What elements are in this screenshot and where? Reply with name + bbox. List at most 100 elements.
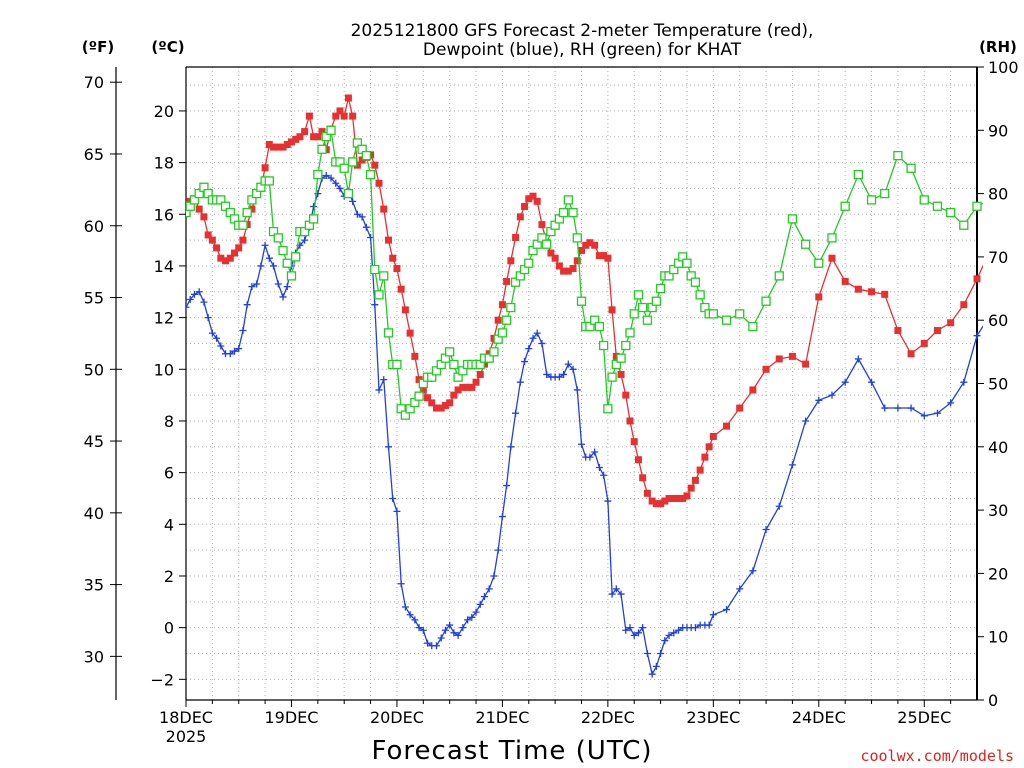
temperature-point xyxy=(292,135,300,143)
celsius-tick-label: 10 xyxy=(154,360,174,379)
dewpoint-point xyxy=(217,342,225,350)
dewpoint-point xyxy=(670,629,678,637)
temperature-point xyxy=(617,370,625,378)
temperature-point xyxy=(600,252,608,260)
temperature-point xyxy=(788,352,796,360)
rh-point xyxy=(708,309,718,319)
dewpoint-point xyxy=(947,399,955,407)
temperature-point xyxy=(389,254,397,262)
dewpoint-point xyxy=(665,631,673,639)
dewpoint-point xyxy=(190,290,198,298)
temperature-point xyxy=(775,355,783,363)
temperature-point xyxy=(419,386,427,394)
dewpoint-point xyxy=(586,453,594,461)
dewpoint-point xyxy=(401,603,409,611)
temperature-point xyxy=(841,277,849,285)
temperature-point xyxy=(933,327,941,335)
temperature-point xyxy=(472,378,480,386)
rh-point xyxy=(919,195,929,205)
dewpoint-point xyxy=(608,590,616,598)
temperature-point xyxy=(828,254,836,262)
rh-point xyxy=(690,277,701,287)
dewpoint-point xyxy=(384,443,392,451)
x-tick-label: 25DEC xyxy=(897,708,951,727)
fahrenheit-tick-label: 55 xyxy=(84,289,104,308)
dewpoint-point xyxy=(301,236,309,244)
rh-point xyxy=(664,271,674,281)
fahrenheit-tick-label: 40 xyxy=(84,504,104,523)
rh-point xyxy=(392,359,402,370)
rh-point xyxy=(906,163,916,173)
rh-point xyxy=(590,315,600,325)
rh-point xyxy=(453,372,463,382)
rh-point xyxy=(510,277,521,287)
temperature-point xyxy=(287,138,295,146)
dewpoint-point xyxy=(723,606,731,614)
temperature-point xyxy=(648,497,656,505)
temperature-point xyxy=(301,128,309,136)
temperature-point xyxy=(749,386,757,394)
temperature-point xyxy=(675,494,683,502)
temperature-point xyxy=(762,365,770,373)
temperature-point xyxy=(564,267,572,275)
rh-point xyxy=(374,290,384,300)
temperature-point xyxy=(428,399,436,407)
rh-tick-label: 0 xyxy=(988,691,998,710)
dewpoint-point xyxy=(415,624,423,632)
rh-point xyxy=(194,188,204,199)
dewpoint-point xyxy=(397,580,405,588)
rh-point xyxy=(611,359,621,370)
temperature-point xyxy=(547,249,555,257)
rh-point xyxy=(449,359,459,370)
temperature-point xyxy=(591,241,599,249)
temperature-point xyxy=(529,192,537,200)
rh-point xyxy=(484,353,494,363)
dewpoint-point xyxy=(454,631,462,639)
temperature-point xyxy=(213,244,221,252)
dewpoint-point xyxy=(336,184,344,192)
rh-point xyxy=(379,271,389,281)
celsius-tick-label: 8 xyxy=(164,412,174,431)
dewpoint-point xyxy=(327,174,335,182)
dewpoint-point xyxy=(736,585,744,593)
fahrenheit-tick-label: 50 xyxy=(84,360,104,379)
rh-point xyxy=(721,315,732,325)
dewpoint-point xyxy=(933,409,941,417)
temperature-point xyxy=(652,500,660,508)
temperature-point xyxy=(512,234,520,242)
dewpoint-point xyxy=(600,471,608,479)
rh-tick-label: 80 xyxy=(988,185,1008,204)
dewpoint-point xyxy=(393,507,401,515)
dewpoint-point xyxy=(231,347,239,355)
dewpoint-point xyxy=(411,616,419,624)
dewpoint-point xyxy=(322,172,330,180)
dewpoint-point xyxy=(261,241,269,249)
dewpoint-point xyxy=(235,345,243,353)
rh-point xyxy=(774,271,784,281)
rh-point xyxy=(343,188,354,199)
temperature-point xyxy=(586,239,594,247)
dewpoint-point xyxy=(380,376,388,384)
dewpoint-point xyxy=(560,370,568,378)
temperature-point xyxy=(437,404,445,412)
rh-point xyxy=(853,169,863,180)
temperature-point xyxy=(538,221,546,229)
chart-title-line2: Dewpoint (blue), RH (green) for KHAT xyxy=(423,40,742,60)
dewpoint-point xyxy=(419,626,427,634)
temperature-point xyxy=(195,205,203,213)
rh-point xyxy=(598,340,609,351)
rh-point xyxy=(238,220,248,230)
temperature-point xyxy=(639,474,647,482)
celsius-tick-label: 2 xyxy=(164,567,174,586)
temperature-point xyxy=(525,195,533,203)
x-tick-label: 24DEC xyxy=(792,708,846,727)
dewpoint-point xyxy=(332,179,340,187)
temperature-point xyxy=(380,205,388,213)
rh-tick-label: 30 xyxy=(988,501,1008,520)
dewpoint-point xyxy=(437,634,445,642)
temperature-point xyxy=(494,316,502,324)
rh-point xyxy=(633,290,644,300)
rh-point xyxy=(735,309,745,319)
temperature-point xyxy=(204,231,212,239)
